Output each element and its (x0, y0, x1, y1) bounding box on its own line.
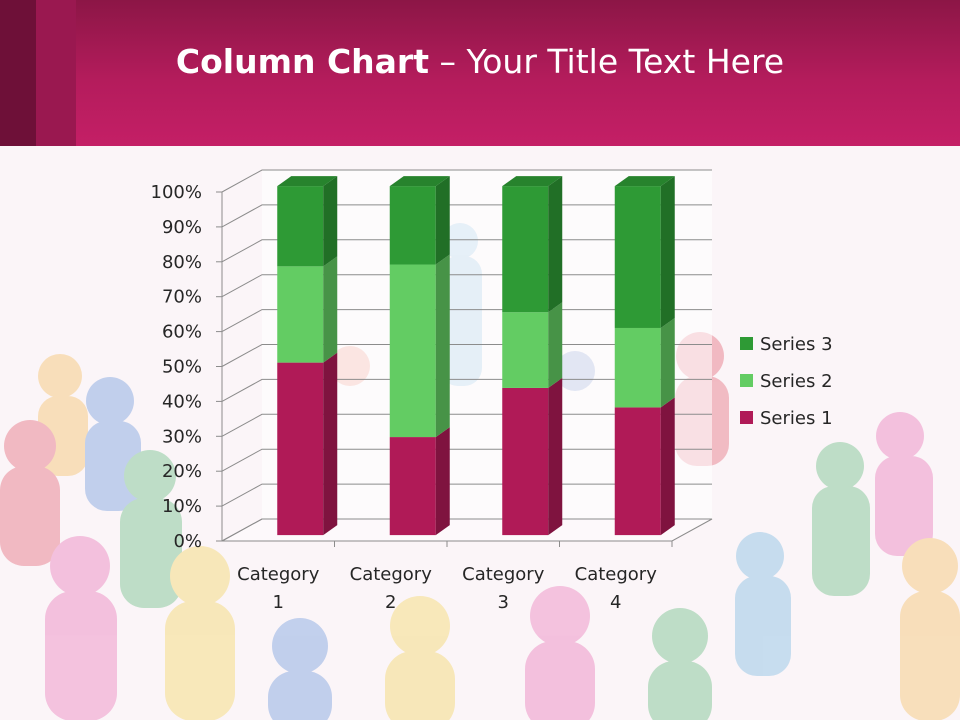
slide-header: Column Chart – Your Title Text Here (0, 0, 960, 146)
bar-segment (389, 254, 450, 438)
bar-segment (502, 176, 563, 313)
y-tick-label: 70% (162, 287, 202, 308)
x-category-label: Category (237, 564, 320, 585)
bar-front (389, 264, 436, 438)
bar-side (435, 176, 450, 265)
bar-segment (277, 256, 338, 363)
legend-label: Series 2 (760, 371, 833, 392)
y-tick-label: 20% (162, 461, 202, 482)
y-tick-label: 60% (162, 322, 202, 343)
bar-segment (614, 176, 675, 328)
header-stripe (36, 0, 76, 146)
bar-front (502, 186, 549, 313)
bar-front (277, 362, 324, 536)
x-category-label: Category (462, 564, 545, 585)
bar-segment (389, 427, 450, 536)
x-category-label: 4 (610, 592, 621, 613)
legend-entry: Series 3 (740, 334, 833, 355)
bar-front (614, 407, 661, 536)
bar-segment (277, 176, 338, 267)
bar-segment (614, 317, 675, 408)
y-tick-label: 10% (162, 496, 202, 517)
legend-label: Series 1 (760, 408, 833, 429)
bar-side (660, 176, 675, 328)
y-tick-label: 80% (162, 252, 202, 273)
bar-side (548, 176, 563, 313)
legend-entry: Series 1 (740, 408, 833, 429)
legend-swatch (740, 374, 753, 387)
title-rest: – Your Title Text Here (428, 42, 785, 81)
bar-front (502, 387, 549, 536)
bar-top (614, 176, 675, 187)
bar-front (614, 327, 661, 408)
bar-side (660, 397, 675, 536)
bar-side (548, 377, 563, 536)
bar-front (277, 266, 324, 363)
x-category-label: 1 (273, 592, 284, 613)
x-category-label: Category (575, 564, 658, 585)
x-category-label: Category (350, 564, 433, 585)
gridline (221, 169, 712, 193)
bar-front (502, 312, 549, 388)
header-stripe (0, 0, 36, 146)
bar-segment (389, 176, 450, 265)
bar-segment (502, 302, 563, 388)
y-tick-label: 50% (162, 357, 202, 378)
x-category-label: 3 (498, 592, 509, 613)
bar-side (435, 254, 450, 438)
chart-bars (277, 176, 675, 536)
y-tick-label: 30% (162, 426, 202, 447)
bar-side (323, 352, 338, 536)
bar-side (323, 256, 338, 363)
legend-entry: Series 2 (740, 371, 833, 392)
bar-front (614, 186, 661, 328)
y-tick-label: 40% (162, 391, 202, 412)
chart-legend: Series 3 Series 2 Series 1 (740, 334, 833, 429)
bar-side (660, 317, 675, 408)
y-tick-label: 90% (162, 217, 202, 238)
legend-swatch (740, 337, 753, 350)
bar-top (502, 176, 563, 187)
legend-label: Series 3 (760, 334, 833, 355)
y-axis-ticks: 0% 10% 20% 30% 40% 50% 60% 70% 80% 90% 100% (151, 182, 202, 552)
bar-segment (614, 397, 675, 536)
bar-front (389, 437, 436, 536)
slide-title: Column Chart – Your Title Text Here (0, 40, 960, 84)
bar-side (548, 302, 563, 388)
y-tick-label: 0% (173, 531, 202, 552)
x-category-label: 2 (385, 592, 396, 613)
bar-segment (502, 377, 563, 536)
bar-top (277, 176, 338, 187)
bar-front (277, 186, 324, 267)
y-tick-label: 100% (151, 182, 202, 203)
bar-front (389, 186, 436, 265)
bar-top (389, 176, 450, 187)
x-axis-labels: Category 1 Category 2 Category 3 Category 4 (237, 541, 673, 613)
bar-side (323, 176, 338, 267)
bar-side (435, 427, 450, 536)
legend-swatch (740, 411, 753, 424)
bar-segment (277, 352, 338, 536)
title-bold: Column Chart (175, 42, 429, 81)
